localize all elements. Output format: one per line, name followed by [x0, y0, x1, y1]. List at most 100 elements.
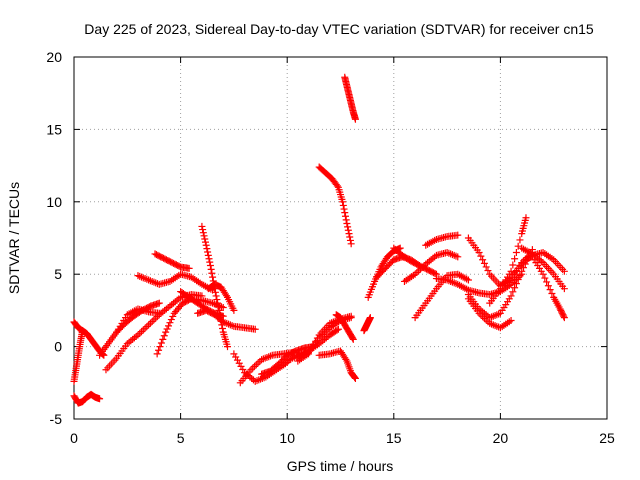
data-point-marker: [239, 366, 247, 374]
data-point-marker: [560, 312, 568, 320]
data-point-marker: [342, 355, 350, 363]
series-arc-03: [70, 327, 87, 385]
data-point-marker: [145, 321, 153, 329]
data-point-marker: [230, 350, 238, 358]
data-point-marker: [345, 230, 353, 238]
data-point-marker: [522, 214, 530, 222]
data-point-marker: [203, 245, 211, 253]
data-point-marker: [339, 198, 347, 206]
data-point-marker: [251, 362, 259, 370]
data-point-marker: [200, 232, 208, 240]
data-point-marker: [333, 182, 341, 190]
series-arc-24: [360, 314, 374, 335]
series-arc-13: [194, 306, 259, 333]
series-arc-29: [411, 270, 472, 322]
data-point-marker: [475, 248, 483, 256]
data-point-marker: [201, 238, 209, 246]
series-arc-08: [151, 250, 193, 272]
series-arc-37: [518, 244, 568, 293]
x-tick-label: 5: [177, 430, 185, 446]
data-point-marker: [344, 226, 352, 234]
data-point-marker: [334, 325, 342, 333]
data-point-marker: [233, 356, 241, 364]
data-point-marker: [139, 326, 147, 334]
axis-ticks: [73, 56, 608, 420]
data-point-marker: [351, 115, 359, 123]
series-arc-27: [390, 244, 440, 278]
data-point-marker: [346, 236, 354, 244]
data-point-marker: [254, 359, 262, 367]
data-point-marker: [199, 229, 207, 237]
x-axis-label: GPS time / hours: [287, 458, 394, 474]
series-arc-36: [496, 248, 568, 290]
data-point-marker: [215, 306, 223, 314]
series-arc-30: [422, 231, 462, 249]
data-point-marker: [431, 269, 439, 277]
data-point-marker: [251, 325, 259, 333]
data-point-marker: [207, 265, 215, 273]
data-point-marker: [509, 288, 517, 296]
data-point-marker: [146, 319, 154, 327]
data-point-marker: [340, 205, 348, 213]
series-arc-01: [70, 390, 104, 407]
data-point-marker: [548, 290, 556, 298]
series-arc-06: [113, 305, 163, 336]
x-tick-labels: 0 5 10 15 20 25: [70, 430, 615, 446]
data-point-marker: [511, 284, 519, 292]
series-arc-11: [198, 222, 232, 351]
chart-title: Day 225 of 2023, Sidereal Day-to-day VTE…: [84, 21, 594, 37]
data-point-marker: [153, 350, 161, 358]
data-point-marker: [208, 269, 216, 277]
data-point-marker: [333, 326, 341, 334]
data-point-marker: [477, 252, 485, 260]
data-point-marker: [201, 235, 209, 243]
data-point-marker: [454, 231, 462, 239]
data-point-marker: [339, 201, 347, 209]
data-point-marker: [366, 314, 374, 322]
data-point-marker: [544, 282, 552, 290]
x-tick-label: 20: [493, 430, 509, 446]
series-arc-20: [315, 347, 359, 382]
data-point-marker: [204, 251, 212, 259]
x-tick-label: 25: [599, 430, 615, 446]
data-point-marker: [507, 292, 515, 300]
data-point-marker: [165, 322, 173, 330]
data-point-marker: [162, 328, 170, 336]
data-point-marker: [396, 244, 404, 252]
data-point-marker: [349, 334, 357, 342]
x-tick-label: 15: [386, 430, 402, 446]
data-point-marker: [235, 359, 243, 367]
data-point-marker: [169, 312, 177, 320]
series-arc-34: [464, 295, 515, 332]
series-arc-04: [96, 299, 163, 359]
data-point-marker: [150, 316, 158, 324]
data-points: [70, 73, 568, 407]
data-point-marker: [214, 303, 222, 311]
data-point-marker: [232, 353, 240, 361]
data-point-marker: [464, 276, 472, 284]
data-point-marker: [516, 271, 524, 279]
y-tick-labels: -5 0 5 10 15 20: [46, 49, 62, 427]
x-tick-label: 0: [70, 430, 78, 446]
data-point-marker: [166, 319, 174, 327]
data-point-marker: [237, 362, 245, 370]
data-point-marker: [477, 311, 485, 319]
data-point-marker: [224, 343, 232, 351]
data-point-marker: [213, 296, 221, 304]
data-point-marker: [347, 312, 355, 320]
data-point-marker: [252, 361, 260, 369]
data-point-marker: [155, 346, 163, 354]
data-point-marker: [342, 216, 350, 224]
series-arc-28: [400, 248, 462, 285]
data-point-marker: [560, 314, 568, 322]
data-point-marker: [509, 261, 517, 269]
y-axis-label: SDTVAR / TECUs: [6, 182, 22, 294]
data-point-marker: [79, 327, 87, 335]
y-tick-label: 5: [54, 266, 62, 282]
data-point-marker: [160, 332, 168, 340]
data-point-marker: [347, 240, 355, 248]
data-point-marker: [155, 299, 163, 307]
data-point-marker: [351, 374, 359, 382]
data-point-marker: [143, 323, 151, 331]
